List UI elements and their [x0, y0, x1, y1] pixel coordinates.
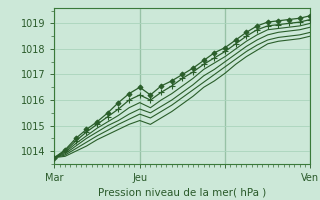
X-axis label: Pression niveau de la mer( hPa ): Pression niveau de la mer( hPa ) — [98, 187, 267, 197]
